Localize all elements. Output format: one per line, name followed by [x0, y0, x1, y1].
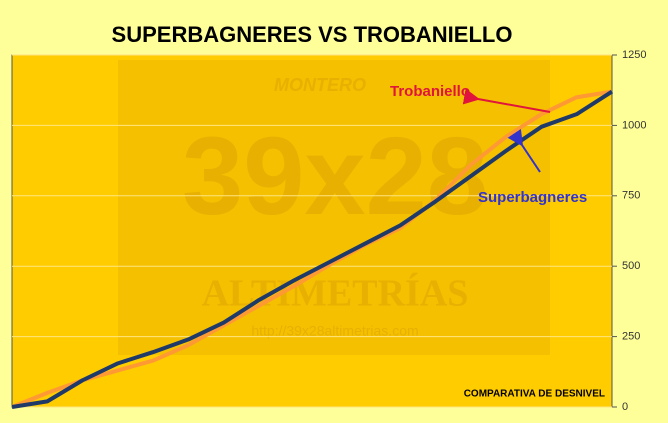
y-tick-label: 500 [622, 260, 640, 272]
watermark-text: MONTERO [274, 75, 366, 95]
watermark-text: ALTIMETRÍAS [202, 273, 469, 315]
watermark-box [118, 60, 550, 355]
plot-area [11, 54, 613, 408]
chart-title: SUPERBAGNERES VS TROBANIELLO [112, 22, 513, 47]
grid [12, 54, 617, 408]
series-line [11, 89, 614, 409]
arrow [507, 128, 541, 173]
y-tick-label: 250 [622, 331, 640, 343]
annotation: Trobaniello [390, 83, 470, 100]
watermark-text: 39x28 [182, 115, 488, 238]
annotation: Superbagneres [478, 189, 587, 206]
annotation: COMPARATIVA DE DESNIVEL [464, 389, 605, 400]
y-tick-label: 0 [622, 401, 628, 413]
watermark-text: http://39x28altimetrias.com [251, 323, 418, 339]
arrow [462, 88, 551, 113]
y-tick-label: 1000 [622, 119, 646, 131]
y-tick-label: 750 [622, 190, 640, 202]
y-tick-label: 1250 [622, 49, 646, 61]
watermark: MONTERO 39x28 ALTIMETRÍAS http://39x28al… [118, 60, 550, 355]
